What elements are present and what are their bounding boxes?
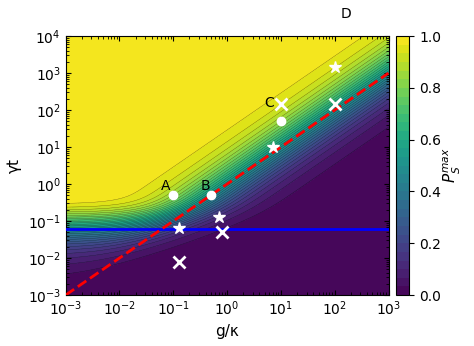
Text: B: B — [201, 179, 210, 193]
X-axis label: g/κ: g/κ — [215, 324, 239, 339]
Y-axis label: $P_S^{max}$: $P_S^{max}$ — [442, 148, 464, 183]
Y-axis label: γt: γt — [7, 158, 22, 173]
Text: D: D — [341, 8, 352, 21]
Text: A: A — [161, 179, 171, 193]
Text: C: C — [264, 96, 274, 110]
